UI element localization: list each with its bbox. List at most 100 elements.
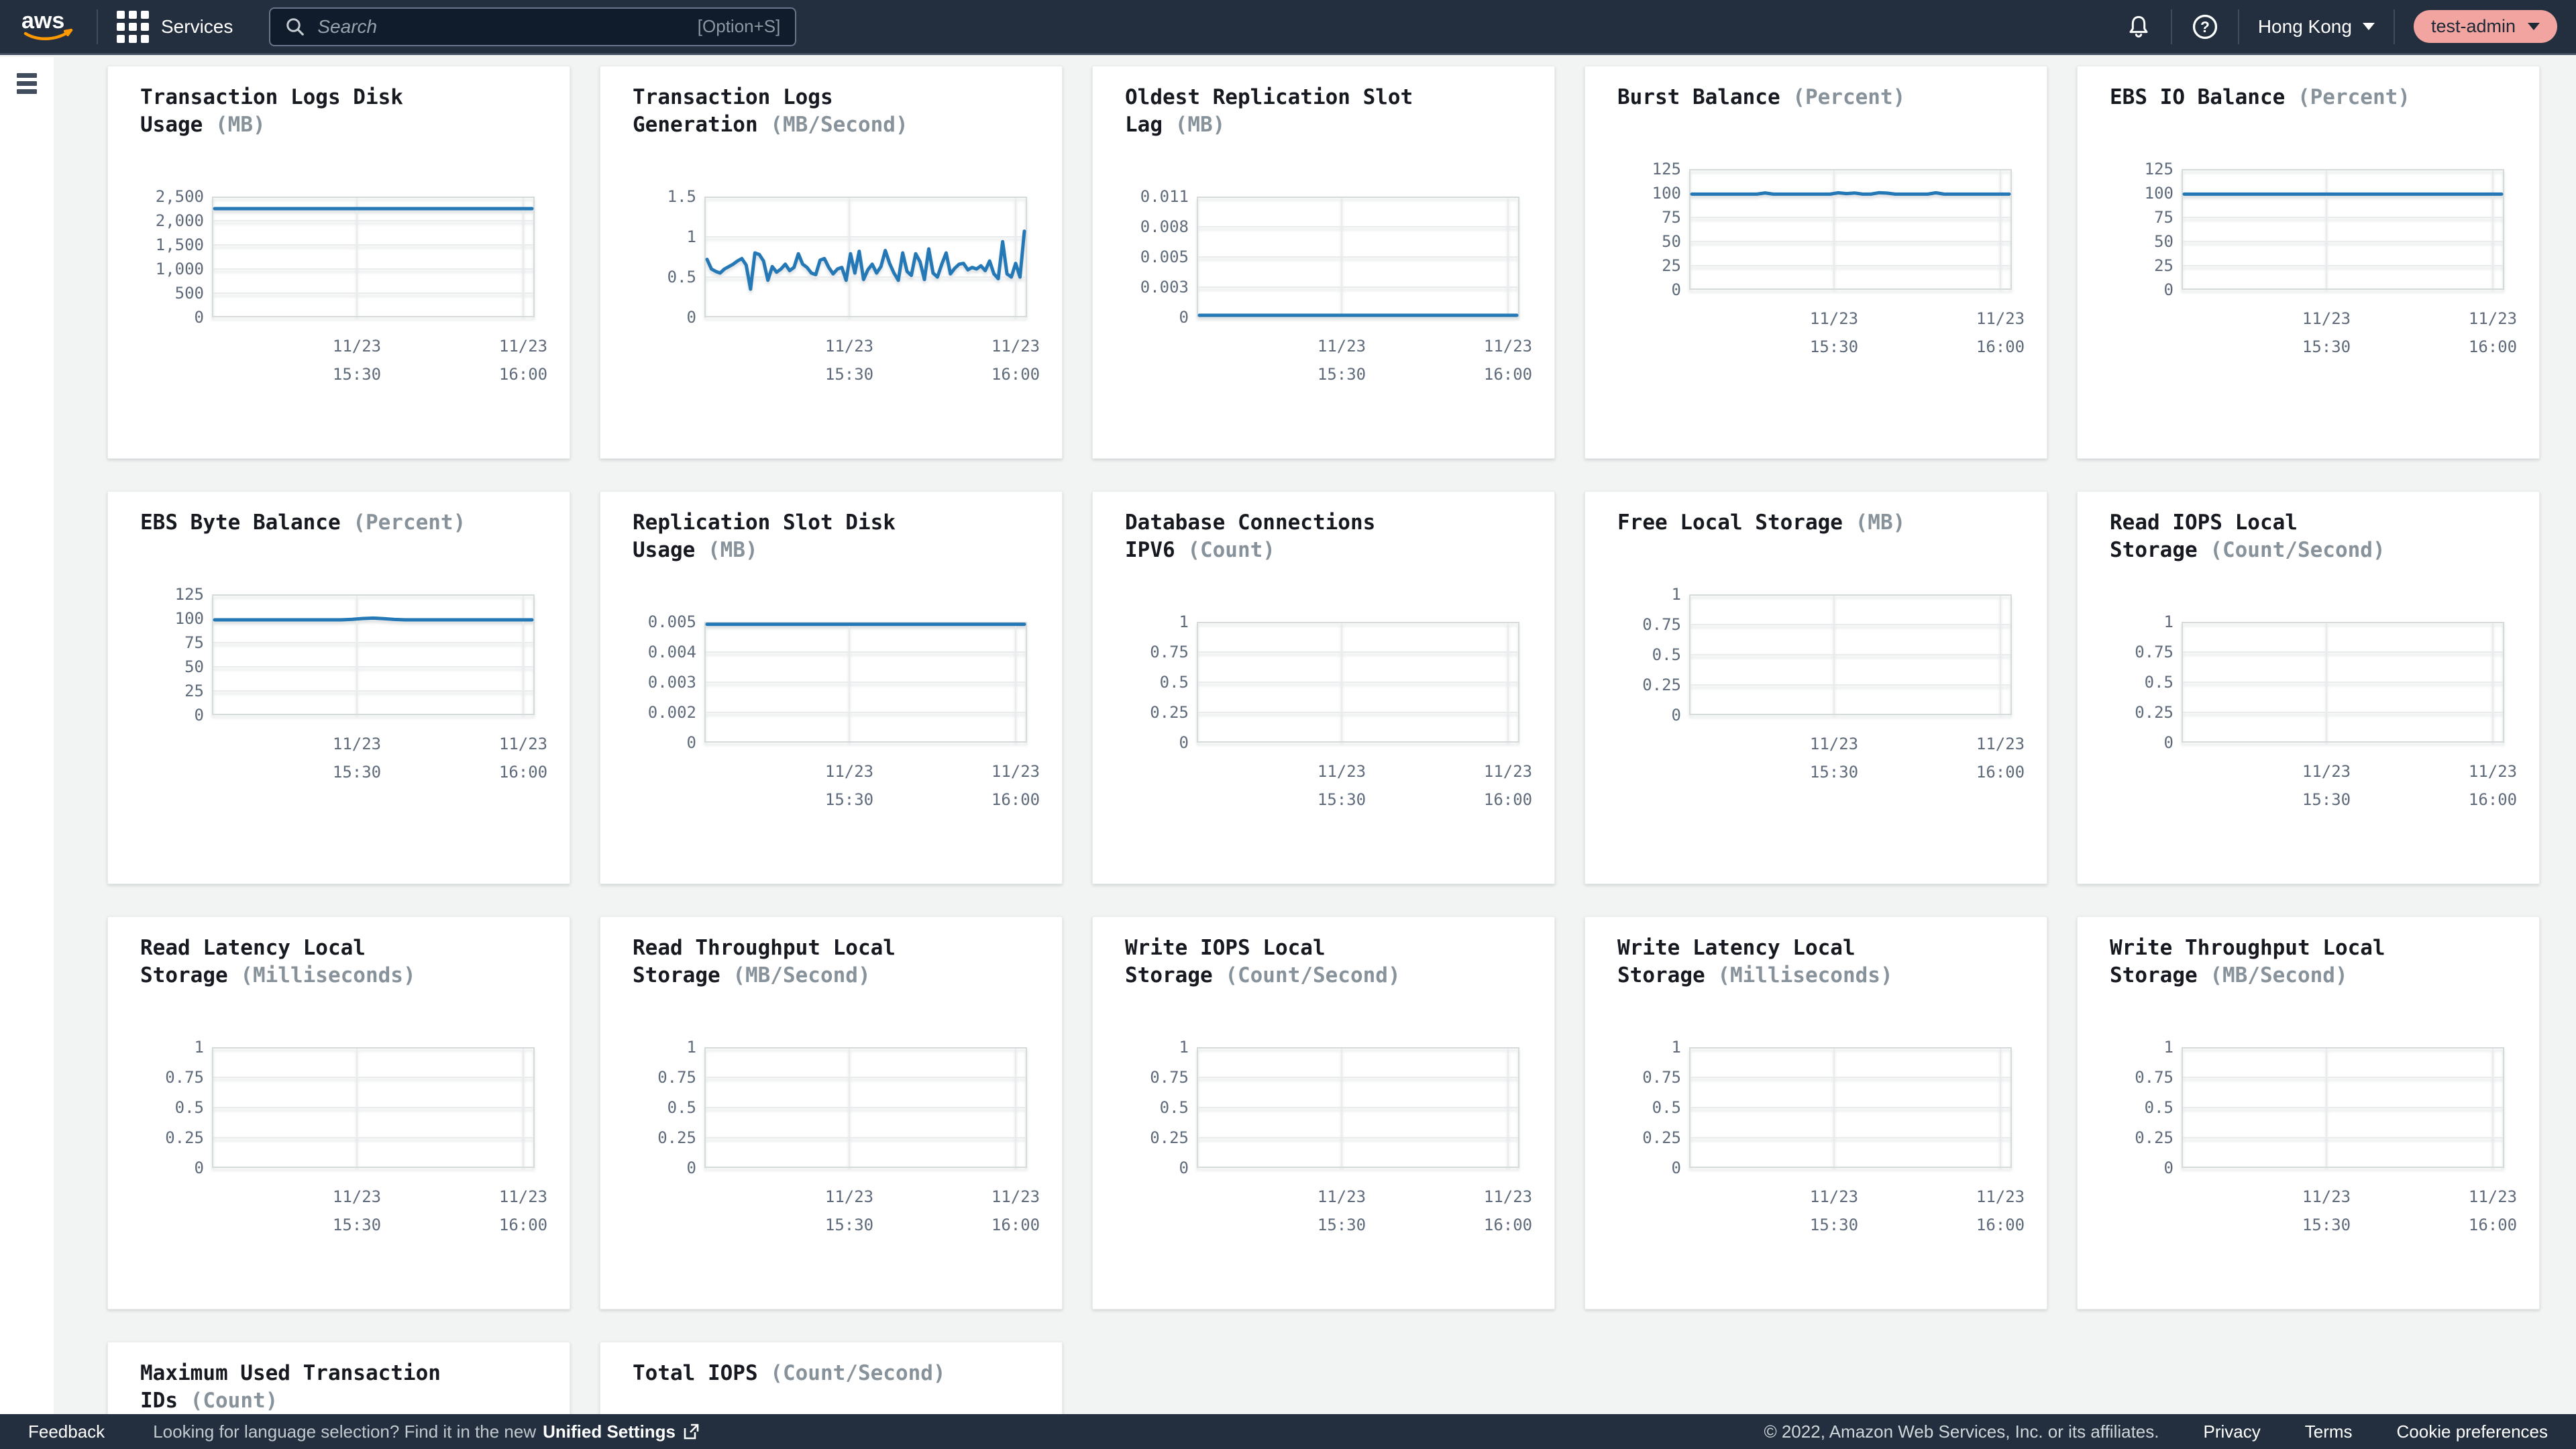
- y-axis: 1 0.75 0.5 0.25 0: [1125, 1039, 1189, 1176]
- y-axis-label: 125: [1652, 160, 1681, 178]
- chart-plot-area[interactable]: [2182, 1047, 2504, 1168]
- metric-unit: (MB): [1842, 511, 1906, 535]
- chart-plot-area[interactable]: [2182, 169, 2504, 290]
- y-axis-label: 75: [1662, 208, 1681, 227]
- metric-card[interactable]: Write Throughput Local Storage (MB/Secon…: [2077, 916, 2540, 1309]
- chart-plot-area[interactable]: [212, 1047, 535, 1168]
- y-axis-label: 0.25: [1642, 1128, 1681, 1147]
- notifications-bell-icon: [2129, 15, 2148, 38]
- terms-link[interactable]: Terms: [2304, 1421, 2353, 1442]
- help-icon: ?: [2192, 14, 2217, 39]
- x-axis: 11/23 15:30 11/23 16:00: [704, 1168, 1040, 1242]
- metric-title-text: Maximum Used Transaction IDs: [140, 1361, 441, 1413]
- y-axis: 0.011 0.008 0.005 0.003 0: [1125, 189, 1189, 325]
- search-icon: [286, 17, 305, 36]
- x-axis-label: 11/23 15:30: [1317, 762, 1366, 809]
- metric-card[interactable]: Replication Slot Disk Usage (MB) 0.005 0.0…: [600, 491, 1063, 884]
- chart-plot-area[interactable]: [704, 1047, 1027, 1168]
- metric-title-text: Transaction Logs Generation: [633, 85, 833, 137]
- y-axis-label: 0.25: [1150, 703, 1189, 722]
- metric-unit: (Count): [178, 1389, 278, 1413]
- y-axis-label: 1.5: [667, 187, 696, 206]
- y-axis-label: 0.003: [1140, 278, 1189, 297]
- y-axis-label: 0.25: [1642, 676, 1681, 694]
- chart-plot-area[interactable]: [1689, 594, 2012, 715]
- metric-title-text: Replication Slot Disk Usage: [633, 511, 896, 562]
- y-axis-label: 0.5: [2144, 673, 2174, 692]
- y-axis-label: 0.5: [1159, 1098, 1189, 1117]
- chart-plot-area[interactable]: [1689, 169, 2012, 290]
- metric-title-text: EBS Byte Balance: [140, 511, 341, 535]
- search-input[interactable]: Search [Option+S]: [269, 7, 797, 46]
- metric-chart: 1 0.75 0.5 0.25 0: [2110, 1039, 2507, 1176]
- y-axis-label: 100: [174, 609, 204, 628]
- y-axis-label: 0.5: [667, 268, 696, 286]
- metric-card[interactable]: Burst Balance (Percent) 125 100 75 50 25 0 11/2…: [1585, 66, 2047, 459]
- metric-title-text: Transaction Logs Disk Usage: [140, 85, 403, 137]
- y-axis-label: 1: [686, 1038, 696, 1057]
- metric-card[interactable]: Read Latency Local Storage (Milliseconds…: [107, 916, 570, 1309]
- aws-logo[interactable]: aws: [20, 7, 78, 46]
- region-selector[interactable]: Hong Kong: [2258, 16, 2375, 38]
- y-axis: 1 0.75 0.5 0.25 0: [1617, 1039, 1681, 1176]
- chart-plot-area[interactable]: [1197, 1047, 1519, 1168]
- y-axis: 1 0.75 0.5 0.25 0: [1617, 586, 1681, 723]
- chart-plot-area[interactable]: [704, 622, 1027, 743]
- metric-card[interactable]: EBS IO Balance (Percent) 125 100 75 50 25 0 11/…: [2077, 66, 2540, 459]
- privacy-link[interactable]: Privacy: [2203, 1421, 2261, 1442]
- x-axis-label: 11/23 16:00: [991, 762, 1040, 809]
- search-placeholder: Search: [317, 15, 378, 37]
- chart-plot-area[interactable]: [704, 197, 1027, 317]
- y-axis-label: 0.25: [657, 1128, 696, 1147]
- metric-card[interactable]: Free Local Storage (MB) 1 0.75 0.5 0.25 0 11/2…: [1585, 491, 2047, 884]
- metric-card[interactable]: Read IOPS Local Storage (Count/Second) 1 0…: [2077, 491, 2540, 884]
- metric-card[interactable]: Database Connections IPV6 (Count) 1 0.75 0.…: [1092, 491, 1555, 884]
- x-axis-label: 11/23 15:30: [824, 1187, 874, 1234]
- x-axis-label: 11/23 16:00: [498, 735, 548, 782]
- x-axis-label: 11/23 15:30: [2302, 309, 2351, 356]
- cookie-preferences-link[interactable]: Cookie preferences: [2396, 1421, 2548, 1442]
- y-axis-label: 50: [2154, 232, 2174, 251]
- notifications-button[interactable]: [2125, 13, 2152, 40]
- chart-plot-area[interactable]: [1689, 1047, 2012, 1168]
- unified-settings-link[interactable]: Unified Settings: [543, 1421, 700, 1442]
- y-axis: 0.005 0.004 0.003 0.002 0: [633, 614, 696, 751]
- metric-card[interactable]: Transaction Logs Disk Usage (MB) 2,500 2,0…: [107, 66, 570, 459]
- chart-plot-area[interactable]: [2182, 622, 2504, 743]
- feedback-link[interactable]: Feedback: [28, 1421, 105, 1442]
- metric-card[interactable]: EBS Byte Balance (Percent) 125 100 75 50 25 0 1…: [107, 491, 570, 884]
- y-axis-label: 1: [1179, 612, 1189, 631]
- metric-card[interactable]: Read Throughput Local Storage (MB/Second…: [600, 916, 1063, 1309]
- x-axis-label: 11/23 16:00: [498, 1187, 548, 1234]
- y-axis-label: 0.005: [647, 612, 696, 631]
- footer-bar: Feedback Looking for language selection?…: [0, 1414, 2576, 1449]
- top-nav-bar: aws Services Search [Option+S]: [0, 0, 2576, 55]
- metric-chart: 0.005 0.004 0.003 0.002 0: [633, 614, 1030, 751]
- nav-divider: [97, 9, 98, 44]
- chart-plot-area[interactable]: [212, 197, 535, 317]
- chart-plot-area[interactable]: [1197, 622, 1519, 743]
- metric-card[interactable]: Write IOPS Local Storage (Count/Second) 1…: [1092, 916, 1555, 1309]
- help-button[interactable]: ?: [2191, 13, 2219, 41]
- hamburger-menu-icon[interactable]: [17, 73, 37, 94]
- chart-plot-area[interactable]: [212, 594, 535, 715]
- metric-title: Read Throughput Local Storage (MB/Second…: [633, 934, 988, 989]
- x-axis-label: 11/23 15:30: [1809, 1187, 1859, 1234]
- chart-plot-area[interactable]: [1197, 197, 1519, 317]
- y-axis: 1 0.75 0.5 0.25 0: [633, 1039, 696, 1176]
- account-menu[interactable]: test-admin: [2413, 10, 2557, 43]
- metric-card[interactable]: Write Latency Local Storage (Millisecond…: [1585, 916, 2047, 1309]
- aws-logo-icon: aws: [21, 8, 73, 41]
- metric-title: EBS IO Balance (Percent): [2110, 84, 2465, 111]
- services-menu-button[interactable]: Services: [117, 10, 233, 43]
- y-axis-label: 0.75: [1642, 1068, 1681, 1087]
- metric-card[interactable]: Transaction Logs Generation (MB/Second) 1…: [600, 66, 1063, 459]
- x-axis-label: 11/23 15:30: [1317, 337, 1366, 384]
- metric-title: Oldest Replication Slot Lag (MB): [1125, 84, 1481, 139]
- x-axis-label: 11/23 16:00: [2468, 762, 2518, 809]
- x-axis: 11/23 15:30 11/23 16:00: [2182, 290, 2517, 364]
- x-axis-label: 11/23 15:30: [1809, 735, 1859, 782]
- nav-right-group: ? Hong Kong test-admin: [2125, 9, 2557, 44]
- metric-card[interactable]: Oldest Replication Slot Lag (MB) 0.011 0.0…: [1092, 66, 1555, 459]
- metric-title: Write IOPS Local Storage (Count/Second): [1125, 934, 1481, 989]
